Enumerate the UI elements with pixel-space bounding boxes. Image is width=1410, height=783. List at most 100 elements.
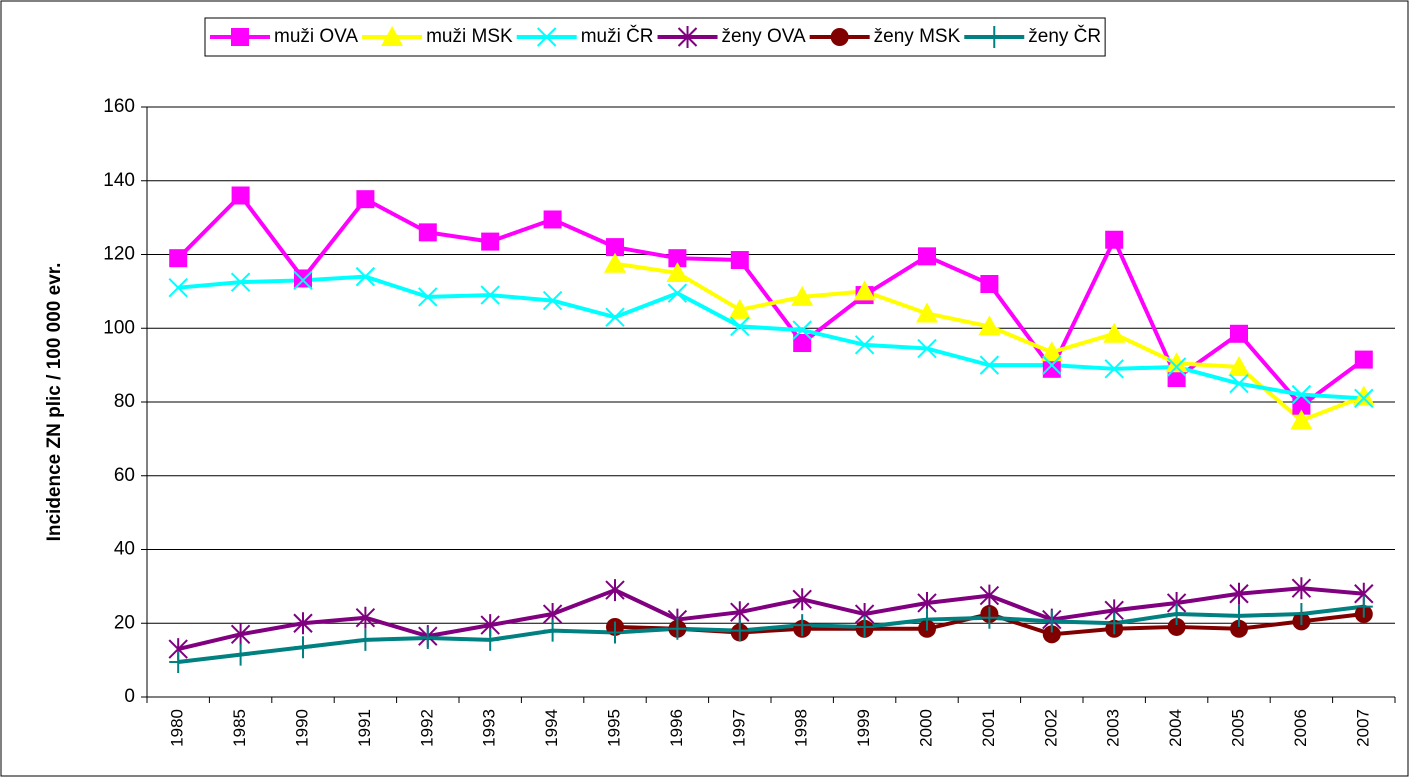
marker [980, 606, 999, 629]
marker [667, 283, 688, 303]
marker [1352, 385, 1375, 406]
legend-label: muži ČR [581, 25, 654, 47]
marker [730, 251, 749, 270]
marker [1167, 369, 1186, 388]
marker [605, 579, 625, 602]
marker [542, 290, 563, 311]
marker [916, 302, 938, 323]
marker [543, 210, 562, 229]
marker [293, 270, 313, 291]
marker [169, 249, 188, 268]
marker [728, 298, 751, 319]
marker [1230, 619, 1248, 638]
y-tick-label: 80 [114, 391, 135, 412]
series-line [178, 274, 1364, 401]
legend-label: ženy OVA [722, 26, 806, 47]
x-tick-label: 1992 [417, 709, 436, 747]
marker [917, 338, 937, 359]
marker [169, 650, 188, 673]
marker [730, 601, 750, 624]
marker [1229, 373, 1249, 394]
marker [543, 619, 562, 642]
marker [356, 190, 375, 209]
legend-label: ženy ČR [1028, 25, 1101, 47]
marker [1042, 610, 1061, 633]
marker [730, 619, 749, 642]
marker [355, 606, 376, 629]
marker [1103, 322, 1126, 343]
marker [1290, 409, 1313, 430]
marker [918, 608, 936, 631]
marker [231, 643, 250, 666]
marker [1167, 617, 1186, 636]
marker [1042, 355, 1062, 375]
marker [1042, 359, 1061, 378]
x-tick-label: 2001 [979, 709, 998, 747]
x-tick-label: 2006 [1291, 709, 1310, 747]
x-tick-label: 1980 [168, 709, 187, 747]
x-tick-label: 1991 [355, 709, 374, 747]
series-line [177, 586, 1364, 652]
marker [606, 621, 624, 644]
marker [1040, 341, 1063, 362]
marker [985, 26, 1004, 48]
marker [1167, 603, 1186, 626]
x-tick-label: 2003 [1104, 709, 1123, 747]
marker [356, 628, 375, 651]
x-tick-label: 1998 [792, 709, 811, 747]
y-axis-title: Incidence ZN plic / 100 000 evr. [44, 263, 65, 542]
x-tick-label: 1996 [667, 709, 686, 747]
y-tick-label: 140 [103, 170, 135, 191]
y-tick-label: 160 [103, 96, 135, 117]
marker [1292, 396, 1311, 415]
marker [1165, 352, 1188, 373]
marker [792, 320, 812, 340]
marker [230, 272, 251, 292]
marker [604, 252, 626, 273]
marker [355, 266, 376, 287]
marker [1291, 384, 1312, 405]
marker [793, 334, 812, 352]
marker [830, 28, 849, 46]
marker [855, 615, 874, 638]
marker [1105, 612, 1124, 635]
marker [979, 355, 1000, 375]
legend-box [204, 17, 1106, 57]
x-tick-label: 2005 [1228, 709, 1247, 747]
marker [480, 285, 500, 305]
marker [294, 269, 312, 288]
marker [418, 223, 437, 242]
marker [168, 277, 188, 298]
marker [418, 287, 438, 307]
marker [853, 280, 876, 301]
marker [293, 612, 313, 635]
x-tick-label: 1995 [604, 709, 623, 747]
marker [1104, 359, 1124, 379]
marker [791, 285, 814, 306]
y-tick-label: 40 [114, 539, 135, 560]
marker [978, 315, 1001, 336]
y-tick-label: 100 [103, 317, 135, 338]
marker [677, 26, 698, 48]
marker [231, 186, 250, 205]
marker [381, 26, 404, 46]
legend-label: muži MSK [426, 26, 513, 47]
marker [1166, 357, 1187, 377]
marker [418, 627, 437, 649]
marker [1228, 355, 1250, 376]
marker [1105, 230, 1124, 249]
x-tick-label: 2002 [1041, 709, 1060, 747]
x-tick-label: 1985 [230, 709, 249, 747]
y-tick-label: 20 [114, 612, 135, 633]
marker [668, 249, 687, 268]
marker [793, 614, 812, 637]
marker [230, 623, 251, 646]
marker [1230, 324, 1248, 343]
marker [605, 307, 625, 327]
marker [481, 232, 500, 251]
marker [1354, 350, 1373, 369]
y-tick-label: 120 [103, 244, 135, 265]
legend: muži OVA muži MSK muži ČR ženy OVA ženy MSK ž… [204, 17, 1106, 57]
